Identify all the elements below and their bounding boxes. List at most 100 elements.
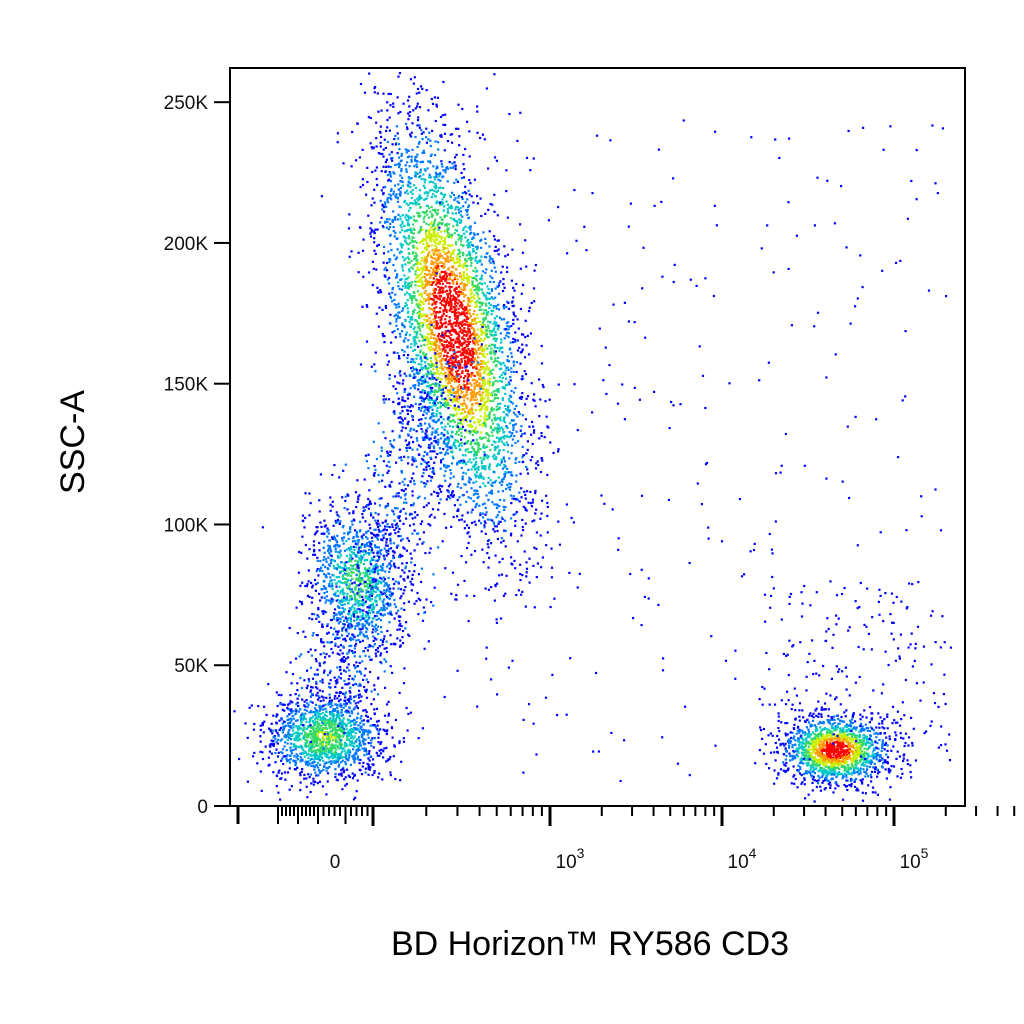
- data-point: [500, 373, 503, 377]
- data-point: [458, 218, 461, 221]
- data-point: [354, 554, 357, 557]
- data-point: [435, 235, 438, 238]
- data-point: [479, 476, 482, 479]
- data-point: [292, 717, 295, 720]
- data-point: [324, 601, 327, 604]
- data-point: [475, 285, 478, 288]
- data-point: [318, 763, 322, 766]
- data-point: [374, 590, 377, 594]
- data-point: [286, 718, 289, 722]
- data-point: [434, 341, 437, 344]
- data-point: [519, 223, 522, 226]
- data-point: [320, 705, 323, 709]
- data-point: [286, 738, 289, 741]
- data-point: [328, 765, 331, 768]
- data-point: [429, 357, 432, 360]
- data-point: [451, 400, 454, 403]
- data-point: [250, 704, 253, 707]
- data-point: [329, 686, 332, 689]
- data-point: [496, 239, 499, 242]
- data-point: [332, 718, 335, 721]
- data-point: [348, 775, 351, 778]
- data-point: [514, 461, 517, 464]
- data-point: [395, 275, 398, 278]
- data-point: [479, 327, 482, 330]
- data-point: [303, 724, 306, 727]
- data-point: [388, 584, 391, 587]
- data-point: [403, 589, 406, 592]
- data-point: [389, 539, 392, 542]
- data-point: [393, 562, 396, 565]
- data-point: [486, 291, 489, 294]
- data-point: [444, 470, 447, 473]
- data-point: [428, 474, 431, 478]
- data-point: [393, 617, 396, 620]
- data-point: [473, 489, 476, 492]
- data-point: [405, 621, 408, 624]
- data-point: [276, 755, 280, 758]
- data-point: [398, 382, 401, 385]
- data-point: [453, 397, 456, 400]
- data-point: [371, 147, 374, 150]
- data-point: [515, 282, 518, 286]
- data-point: [451, 141, 454, 144]
- data-point: [336, 518, 340, 521]
- data-point: [418, 124, 421, 127]
- data-point: [472, 493, 475, 496]
- data-point: [313, 724, 316, 727]
- data-point: [380, 189, 383, 192]
- data-point: [487, 288, 490, 291]
- data-point: [330, 647, 333, 651]
- data-point: [400, 595, 403, 598]
- data-point: [470, 407, 473, 410]
- data-point: [361, 614, 364, 618]
- data-point: [507, 328, 510, 331]
- data-point: [313, 768, 316, 771]
- data-point: [478, 308, 481, 311]
- data-point: [389, 242, 392, 245]
- data-point: [428, 325, 432, 329]
- data-point: [328, 699, 331, 702]
- data-point: [468, 245, 471, 248]
- data-point: [424, 268, 428, 271]
- data-point: [428, 384, 431, 387]
- data-point: [481, 133, 484, 136]
- data-point: [356, 665, 359, 668]
- data-point: [347, 721, 350, 724]
- data-point: [345, 595, 348, 598]
- data-point: [308, 719, 312, 722]
- data-point: [328, 724, 331, 727]
- data-point: [342, 717, 345, 720]
- data-point: [466, 296, 470, 300]
- data-point: [464, 387, 467, 390]
- data-point: [339, 756, 342, 759]
- data-point: [421, 228, 424, 232]
- data-point: [377, 110, 380, 113]
- data-point: [386, 544, 389, 547]
- data-point: [413, 308, 416, 311]
- data-point: [371, 763, 374, 766]
- data-point: [288, 626, 291, 630]
- data-point: [466, 198, 469, 201]
- data-point: [402, 592, 405, 595]
- data-point: [415, 165, 419, 168]
- data-point: [313, 766, 317, 769]
- data-point: [488, 384, 491, 387]
- data-point: [415, 246, 418, 249]
- data-point: [483, 397, 486, 400]
- data-point: [487, 326, 490, 329]
- data-point: [422, 217, 425, 220]
- data-point: [441, 368, 444, 371]
- data-point: [426, 434, 429, 437]
- data-point: [427, 340, 430, 343]
- data-point: [494, 583, 497, 586]
- data-point: [385, 549, 388, 552]
- data-point: [522, 283, 525, 287]
- data-point: [345, 755, 348, 758]
- data-point: [373, 737, 376, 740]
- data-point: [506, 409, 509, 412]
- data-point: [449, 445, 452, 448]
- data-point: [313, 548, 316, 552]
- data-point: [456, 390, 459, 393]
- data-point: [508, 383, 511, 386]
